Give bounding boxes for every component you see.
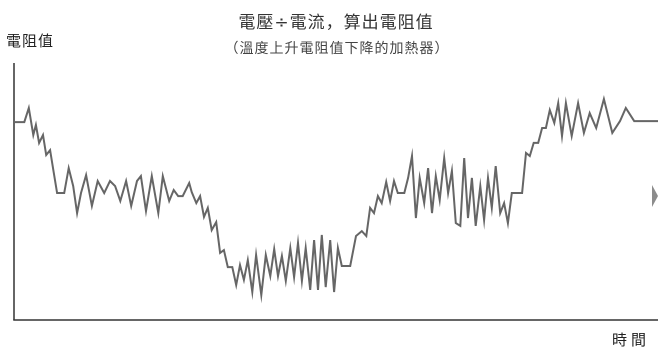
next-arrow-icon[interactable] <box>652 185 658 207</box>
y-axis-label: 電阻值 <box>6 32 55 50</box>
chart-subtitle: （溫度上升電阻值下降的加熱器） <box>224 41 450 57</box>
chart-title: 電壓÷電流，算出電阻值 <box>238 13 434 33</box>
series-line <box>14 94 658 304</box>
x-axis-label: 時間 <box>612 331 651 349</box>
